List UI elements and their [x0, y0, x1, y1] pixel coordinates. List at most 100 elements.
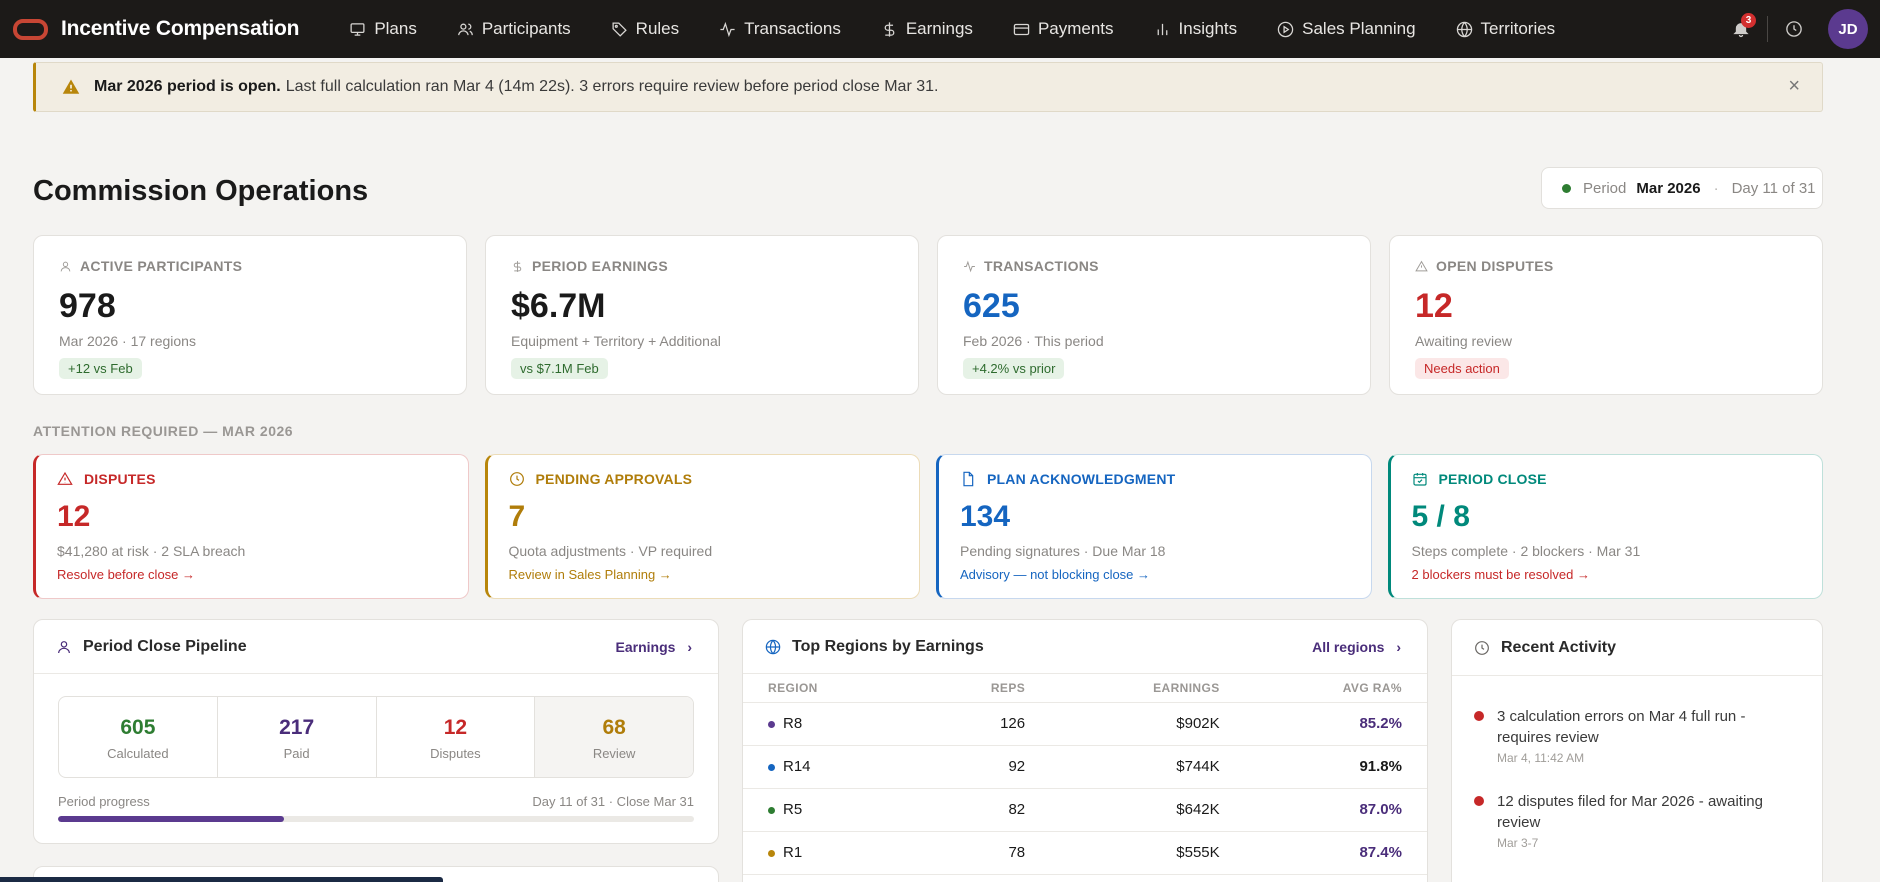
table-row[interactable]: R14 92 $744K 91.8% — [743, 745, 1427, 789]
clock-icon — [509, 472, 524, 486]
attention-card-pending-approvals[interactable]: PENDING APPROVALS 7 Quota adjustments · … — [484, 454, 920, 599]
pipeline-stat-paid[interactable]: 217 Paid — [218, 697, 377, 777]
nav-item-transactions[interactable]: Transactions — [699, 0, 861, 58]
kpi-value: 12 — [1415, 287, 1453, 325]
column-header-reps[interactable]: REPS — [909, 674, 1051, 703]
warning-icon — [1415, 260, 1428, 271]
period-separator: · — [1713, 179, 1719, 197]
user-avatar[interactable]: JD — [1828, 9, 1868, 49]
nav-item-plans[interactable]: Plans — [329, 0, 437, 58]
brand[interactable]: Incentive Compensation — [13, 17, 300, 41]
pipeline-stats: 605 Calculated 217 Paid 12 Disputes 68 R… — [58, 696, 694, 778]
period-progress-detail: Day 11 of 31 · Close Mar 31 — [532, 794, 694, 809]
kpi-transactions[interactable]: TRANSACTIONS 625 Feb 2026 · This period … — [937, 235, 1371, 395]
user-icon — [58, 640, 70, 653]
activity-text: 3 calculation errors on Mar 4 full run -… — [1497, 708, 1746, 746]
earnings-link[interactable]: Earnings › — [616, 639, 692, 655]
table-row[interactable]: R8 126 $902K 85.2% — [743, 702, 1427, 746]
pipeline-stat-calculated[interactable]: 605 Calculated — [59, 697, 218, 777]
column-header-avg-ra[interactable]: AVG RA% — [1244, 674, 1427, 703]
region-cell: R1 — [743, 831, 910, 875]
column-header-earnings[interactable]: EARNINGS — [1050, 674, 1245, 703]
regions-table: REGION REPS EARNINGS AVG RA% R8 126 $902… — [743, 674, 1427, 875]
period-selector[interactable]: Period Mar 2026 · Day 11 of 31 — [1541, 167, 1823, 209]
nav-item-participants[interactable]: Participants — [437, 0, 591, 58]
attention-card-title: DISPUTES — [57, 471, 447, 487]
pipeline-stat-review[interactable]: 68 Review — [535, 697, 693, 777]
activity-content: 12 disputes filed for Mar 2026 - awaitin… — [1497, 791, 1777, 850]
table-row[interactable]: R5 82 $642K 87.0% — [743, 788, 1427, 832]
period-label: Period — [1583, 179, 1627, 197]
nav-item-payments[interactable]: Payments — [993, 0, 1134, 58]
kpi-period-earnings[interactable]: PERIOD EARNINGS $6.7M Equipment + Territ… — [485, 235, 919, 395]
kpi-subtext: Equipment + Territory + Additional — [511, 333, 721, 349]
attention-card-title-text: DISPUTES — [84, 471, 156, 487]
column-header-region[interactable]: REGION — [743, 674, 910, 703]
globe-icon — [765, 639, 781, 654]
activity-icon — [720, 21, 735, 37]
panel-title-text: Period Close Pipeline — [83, 637, 247, 655]
kpi-active-participants[interactable]: ACTIVE PARTICIPANTS 978 Mar 2026 · 17 re… — [33, 235, 467, 395]
reps-cell: 126 — [909, 702, 1051, 746]
region-color-dot — [768, 720, 775, 728]
period-progress-label: Period progress — [58, 794, 150, 809]
region-color-dot — [768, 763, 775, 771]
kpi-open-disputes[interactable]: OPEN DISPUTES 12 Awaiting review Needs a… — [1389, 235, 1823, 395]
period-progress-fill — [58, 816, 284, 822]
reps-cell: 78 — [909, 831, 1051, 875]
pipeline-stat-label: Review — [592, 746, 636, 761]
kpi-status-pill: Needs action — [1415, 358, 1509, 379]
table-row[interactable]: R1 78 $555K 87.4% — [743, 831, 1427, 875]
notifications-button[interactable]: 3 — [1721, 9, 1761, 49]
period-status-dot — [1562, 183, 1571, 193]
pipeline-stat-label: Disputes — [430, 746, 481, 761]
kpi-label-text: TRANSACTIONS — [984, 258, 1099, 274]
panel-header: Period Close Pipeline Earnings › — [34, 620, 718, 674]
activity-item[interactable]: 12 disputes filed for Mar 2026 - awaitin… — [1474, 791, 1800, 850]
alert-message: Last full calculation ran Mar 4 (14m 22s… — [285, 78, 939, 95]
period-progress-labels: Period progress Day 11 of 31 · Close Mar… — [58, 794, 694, 809]
attention-card-period-close[interactable]: PERIOD CLOSE 5 / 8 Steps complete · 2 bl… — [1387, 454, 1823, 599]
panel-title: Period Close Pipeline — [56, 638, 247, 656]
nav-item-rules[interactable]: Rules — [591, 0, 699, 58]
tag-icon — [612, 21, 627, 37]
period-progress-bar — [58, 816, 694, 822]
pipeline-stat-value: 605 — [120, 716, 156, 739]
nav-item-sales-planning[interactable]: Sales Planning — [1257, 0, 1435, 58]
table-header-row: REGION REPS EARNINGS AVG RA% — [743, 674, 1427, 703]
region-cell: R5 — [743, 788, 910, 832]
attention-cards: DISPUTES 12 $41,280 at risk · 2 SLA brea… — [33, 454, 1823, 599]
review-approvals-link[interactable]: Review in Sales Planning → — [508, 567, 672, 582]
nav-item-earnings[interactable]: Earnings — [861, 0, 993, 58]
document-icon — [963, 471, 974, 487]
nav-item-territories[interactable]: Territories — [1436, 0, 1576, 58]
attention-card-disputes[interactable]: DISPUTES 12 $41,280 at risk · 2 SLA brea… — [33, 454, 469, 599]
attention-card-subtext: Quota adjustments · VP required — [508, 543, 713, 559]
panel-header: Top Regions by Earnings All regions › — [743, 620, 1427, 674]
attention-card-subtext: $41,280 at risk · 2 SLA breach — [57, 543, 246, 559]
activity-item[interactable]: 3 calculation errors on Mar 4 full run -… — [1474, 706, 1800, 765]
kpi-trend-pill: +12 vs Feb — [59, 358, 142, 379]
top-navigation-bar: Incentive Compensation Plans Participant… — [0, 0, 1880, 58]
activity-severity-dot — [1474, 711, 1484, 721]
kpi-label: OPEN DISPUTES — [1415, 258, 1797, 274]
close-alert-button[interactable]: × — [1788, 75, 1800, 97]
pipeline-stat-disputes[interactable]: 12 Disputes — [377, 697, 536, 777]
resolve-disputes-link[interactable]: Resolve before close → — [57, 567, 196, 582]
panel-title-text: Top Regions by Earnings — [792, 637, 984, 655]
history-button[interactable] — [1774, 9, 1814, 49]
activity-time: Mar 3-7 — [1497, 836, 1539, 850]
nav-item-label: Payments — [1037, 19, 1114, 38]
nav-item-insights[interactable]: Insights — [1134, 0, 1258, 58]
attention-card-plan-acknowledgment[interactable]: PLAN ACKNOWLEDGMENT 134 Pending signatur… — [936, 454, 1372, 599]
avg-ra-cell: 87.0% — [1244, 788, 1427, 832]
dollar-icon — [884, 21, 895, 37]
region-name: R1 — [783, 844, 803, 861]
warning-icon — [57, 471, 73, 485]
plan-acknowledgment-link[interactable]: Advisory — not blocking close → — [960, 567, 1151, 582]
nav-item-label: Rules — [635, 19, 680, 38]
all-regions-link[interactable]: All regions › — [1312, 639, 1401, 655]
period-close-blockers-link[interactable]: 2 blockers must be resolved → — [1411, 567, 1590, 582]
kpi-label-text: PERIOD EARNINGS — [532, 258, 668, 274]
alert-heading: Mar 2026 period is open. — [94, 78, 281, 95]
